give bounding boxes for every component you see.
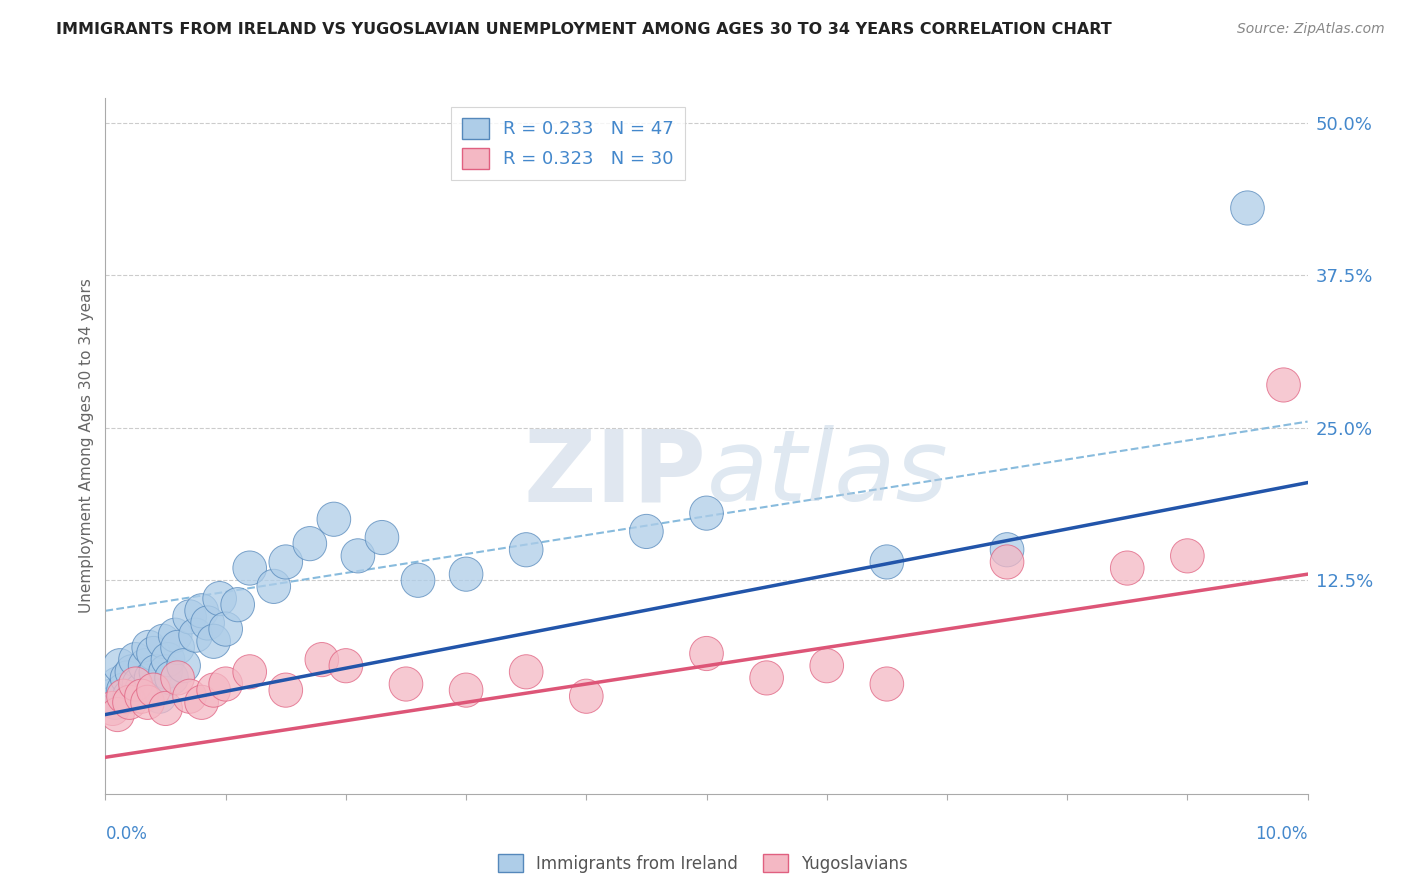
Ellipse shape — [184, 594, 218, 628]
Ellipse shape — [96, 691, 129, 725]
Ellipse shape — [110, 661, 143, 695]
Ellipse shape — [143, 679, 176, 714]
Ellipse shape — [149, 655, 183, 689]
Ellipse shape — [366, 520, 399, 555]
Ellipse shape — [197, 624, 231, 658]
Ellipse shape — [155, 661, 188, 695]
Ellipse shape — [94, 679, 128, 714]
Ellipse shape — [401, 563, 434, 598]
Text: 10.0%: 10.0% — [1256, 825, 1308, 843]
Ellipse shape — [125, 679, 159, 714]
Ellipse shape — [810, 648, 844, 682]
Ellipse shape — [135, 661, 167, 695]
Ellipse shape — [101, 667, 135, 701]
Ellipse shape — [136, 673, 170, 707]
Ellipse shape — [131, 685, 165, 720]
Ellipse shape — [160, 631, 194, 665]
Ellipse shape — [191, 606, 225, 640]
Ellipse shape — [233, 655, 267, 689]
Ellipse shape — [342, 539, 375, 573]
Ellipse shape — [1267, 368, 1301, 402]
Ellipse shape — [101, 698, 135, 731]
Ellipse shape — [749, 661, 783, 695]
Text: Source: ZipAtlas.com: Source: ZipAtlas.com — [1237, 22, 1385, 37]
Ellipse shape — [990, 545, 1024, 579]
Ellipse shape — [122, 667, 156, 701]
Legend: R = 0.233   N = 47, R = 0.323   N = 30: R = 0.233 N = 47, R = 0.323 N = 30 — [451, 107, 685, 179]
Ellipse shape — [107, 673, 141, 707]
Ellipse shape — [167, 648, 201, 682]
Ellipse shape — [1230, 191, 1264, 225]
Ellipse shape — [139, 655, 173, 689]
Ellipse shape — [329, 648, 363, 682]
Ellipse shape — [173, 679, 207, 714]
Ellipse shape — [450, 558, 482, 591]
Ellipse shape — [316, 502, 350, 536]
Text: 0.0%: 0.0% — [105, 825, 148, 843]
Ellipse shape — [221, 588, 254, 622]
Ellipse shape — [112, 685, 146, 720]
Ellipse shape — [209, 667, 242, 701]
Ellipse shape — [118, 642, 152, 677]
Ellipse shape — [159, 618, 193, 652]
Ellipse shape — [209, 612, 242, 646]
Ellipse shape — [149, 691, 183, 725]
Ellipse shape — [103, 648, 136, 682]
Ellipse shape — [136, 636, 170, 671]
Ellipse shape — [1171, 539, 1204, 573]
Ellipse shape — [173, 599, 207, 634]
Ellipse shape — [118, 667, 152, 701]
Ellipse shape — [1111, 551, 1144, 585]
Ellipse shape — [690, 496, 723, 530]
Text: IMMIGRANTS FROM IRELAND VS YUGOSLAVIAN UNEMPLOYMENT AMONG AGES 30 TO 34 YEARS CO: IMMIGRANTS FROM IRELAND VS YUGOSLAVIAN U… — [56, 22, 1112, 37]
Ellipse shape — [202, 582, 236, 615]
Ellipse shape — [450, 673, 482, 707]
Ellipse shape — [107, 679, 141, 714]
Ellipse shape — [389, 667, 423, 701]
Ellipse shape — [98, 685, 132, 720]
Ellipse shape — [509, 655, 543, 689]
Ellipse shape — [990, 533, 1024, 566]
Ellipse shape — [146, 624, 180, 658]
Ellipse shape — [870, 545, 904, 579]
Ellipse shape — [150, 642, 184, 677]
Text: ZIP: ZIP — [523, 425, 707, 523]
Ellipse shape — [128, 648, 162, 682]
Ellipse shape — [269, 545, 302, 579]
Ellipse shape — [184, 685, 218, 720]
Ellipse shape — [179, 618, 212, 652]
Ellipse shape — [197, 673, 231, 707]
Ellipse shape — [233, 551, 267, 585]
Text: atlas: atlas — [707, 425, 948, 523]
Ellipse shape — [115, 655, 149, 689]
Ellipse shape — [509, 533, 543, 566]
Ellipse shape — [292, 526, 326, 561]
Ellipse shape — [630, 515, 664, 549]
Ellipse shape — [160, 661, 194, 695]
Ellipse shape — [257, 569, 291, 604]
Ellipse shape — [569, 679, 603, 714]
Ellipse shape — [269, 673, 302, 707]
Y-axis label: Unemployment Among Ages 30 to 34 years: Unemployment Among Ages 30 to 34 years — [79, 278, 94, 614]
Ellipse shape — [112, 679, 146, 714]
Ellipse shape — [870, 667, 904, 701]
Ellipse shape — [125, 673, 159, 707]
Ellipse shape — [132, 631, 166, 665]
Legend: Immigrants from Ireland, Yugoslavians: Immigrants from Ireland, Yugoslavians — [491, 847, 915, 880]
Ellipse shape — [690, 636, 723, 671]
Ellipse shape — [305, 642, 339, 677]
